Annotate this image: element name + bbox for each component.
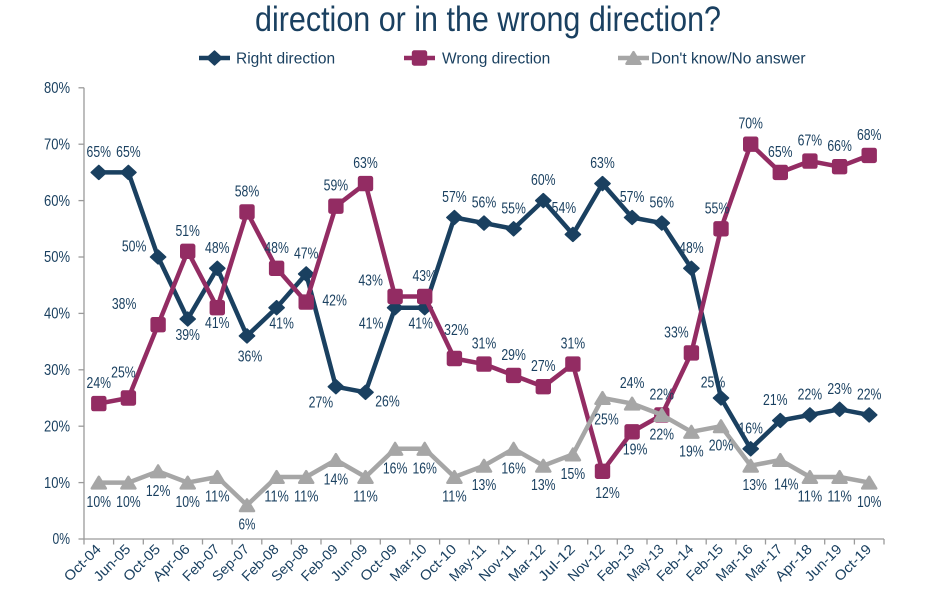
svg-text:22%: 22% — [650, 426, 675, 443]
svg-text:16%: 16% — [383, 460, 408, 477]
svg-text:16%: 16% — [501, 460, 526, 477]
svg-text:57%: 57% — [620, 189, 645, 206]
svg-text:23%: 23% — [827, 381, 852, 398]
svg-text:60%: 60% — [44, 193, 70, 210]
svg-text:58%: 58% — [235, 183, 260, 200]
svg-text:31%: 31% — [472, 336, 497, 353]
svg-text:63%: 63% — [353, 155, 378, 172]
svg-text:25%: 25% — [111, 365, 136, 382]
svg-text:43%: 43% — [412, 268, 437, 285]
svg-text:43%: 43% — [358, 273, 383, 290]
svg-text:54%: 54% — [552, 200, 577, 217]
svg-text:63%: 63% — [590, 155, 615, 172]
svg-text:10%: 10% — [116, 494, 141, 511]
svg-text:15%: 15% — [561, 466, 586, 483]
svg-text:16%: 16% — [738, 420, 763, 437]
svg-text:48%: 48% — [679, 240, 704, 257]
svg-text:24%: 24% — [87, 375, 112, 392]
svg-text:21%: 21% — [763, 392, 788, 409]
svg-text:direction or in the wrong dire: direction or in the wrong direction? — [255, 0, 721, 39]
svg-text:16%: 16% — [412, 460, 437, 477]
svg-text:41%: 41% — [205, 315, 230, 332]
svg-text:22%: 22% — [857, 386, 882, 403]
svg-text:31%: 31% — [561, 336, 586, 353]
svg-text:57%: 57% — [442, 189, 467, 206]
svg-text:51%: 51% — [175, 223, 200, 240]
svg-text:0%: 0% — [53, 531, 71, 548]
svg-text:19%: 19% — [679, 443, 704, 460]
svg-text:11%: 11% — [827, 489, 852, 506]
svg-text:13%: 13% — [531, 477, 556, 494]
svg-text:14%: 14% — [324, 472, 349, 489]
svg-text:66%: 66% — [827, 138, 852, 155]
svg-text:Wrong direction: Wrong direction — [442, 51, 550, 68]
svg-text:68%: 68% — [857, 127, 882, 144]
svg-text:65%: 65% — [116, 144, 141, 161]
svg-text:25%: 25% — [701, 375, 726, 392]
svg-text:80%: 80% — [44, 80, 70, 97]
svg-text:41%: 41% — [269, 316, 294, 333]
svg-text:10%: 10% — [857, 494, 882, 511]
svg-text:24%: 24% — [620, 375, 645, 392]
svg-text:60%: 60% — [531, 172, 556, 189]
svg-text:50%: 50% — [122, 239, 147, 256]
svg-text:41%: 41% — [359, 316, 384, 333]
svg-text:56%: 56% — [472, 195, 497, 212]
svg-text:65%: 65% — [768, 144, 793, 161]
svg-text:10%: 10% — [44, 475, 70, 492]
svg-text:11%: 11% — [205, 489, 230, 506]
svg-text:12%: 12% — [595, 485, 620, 502]
svg-text:13%: 13% — [472, 477, 497, 494]
svg-text:32%: 32% — [444, 322, 469, 339]
svg-text:27%: 27% — [309, 395, 334, 412]
svg-text:47%: 47% — [294, 245, 319, 262]
svg-text:11%: 11% — [442, 489, 467, 506]
svg-text:10%: 10% — [87, 494, 112, 511]
svg-text:55%: 55% — [501, 200, 526, 217]
svg-text:70%: 70% — [738, 116, 763, 133]
svg-text:29%: 29% — [501, 347, 526, 364]
svg-text:13%: 13% — [742, 477, 767, 494]
svg-text:50%: 50% — [44, 249, 70, 266]
svg-text:48%: 48% — [264, 240, 289, 257]
svg-text:65%: 65% — [87, 144, 112, 161]
svg-text:67%: 67% — [798, 133, 823, 150]
svg-text:56%: 56% — [650, 195, 675, 212]
svg-text:20%: 20% — [44, 418, 70, 435]
svg-text:42%: 42% — [322, 292, 347, 309]
svg-text:70%: 70% — [44, 136, 70, 153]
svg-text:48%: 48% — [205, 240, 230, 257]
svg-text:41%: 41% — [408, 316, 433, 333]
svg-text:22%: 22% — [650, 386, 675, 403]
svg-text:Right direction: Right direction — [236, 51, 335, 68]
svg-text:27%: 27% — [531, 358, 556, 375]
svg-text:11%: 11% — [353, 489, 378, 506]
svg-text:26%: 26% — [375, 393, 400, 410]
svg-text:20%: 20% — [709, 438, 734, 455]
svg-text:36%: 36% — [238, 348, 263, 365]
svg-text:14%: 14% — [774, 477, 799, 494]
svg-text:11%: 11% — [264, 489, 289, 506]
svg-text:25%: 25% — [594, 412, 619, 429]
svg-text:12%: 12% — [146, 483, 171, 500]
svg-text:10%: 10% — [175, 494, 200, 511]
svg-text:22%: 22% — [798, 386, 823, 403]
svg-text:19%: 19% — [623, 441, 648, 458]
svg-text:Don't know/No answer: Don't know/No answer — [651, 51, 806, 68]
svg-text:40%: 40% — [44, 306, 70, 323]
svg-text:33%: 33% — [664, 324, 689, 341]
svg-text:38%: 38% — [112, 296, 137, 313]
svg-text:6%: 6% — [239, 517, 256, 534]
svg-text:11%: 11% — [294, 489, 319, 506]
svg-text:39%: 39% — [175, 327, 200, 344]
svg-text:55%: 55% — [705, 200, 730, 217]
svg-text:30%: 30% — [44, 362, 70, 379]
svg-text:11%: 11% — [798, 489, 823, 506]
svg-text:59%: 59% — [324, 178, 349, 195]
